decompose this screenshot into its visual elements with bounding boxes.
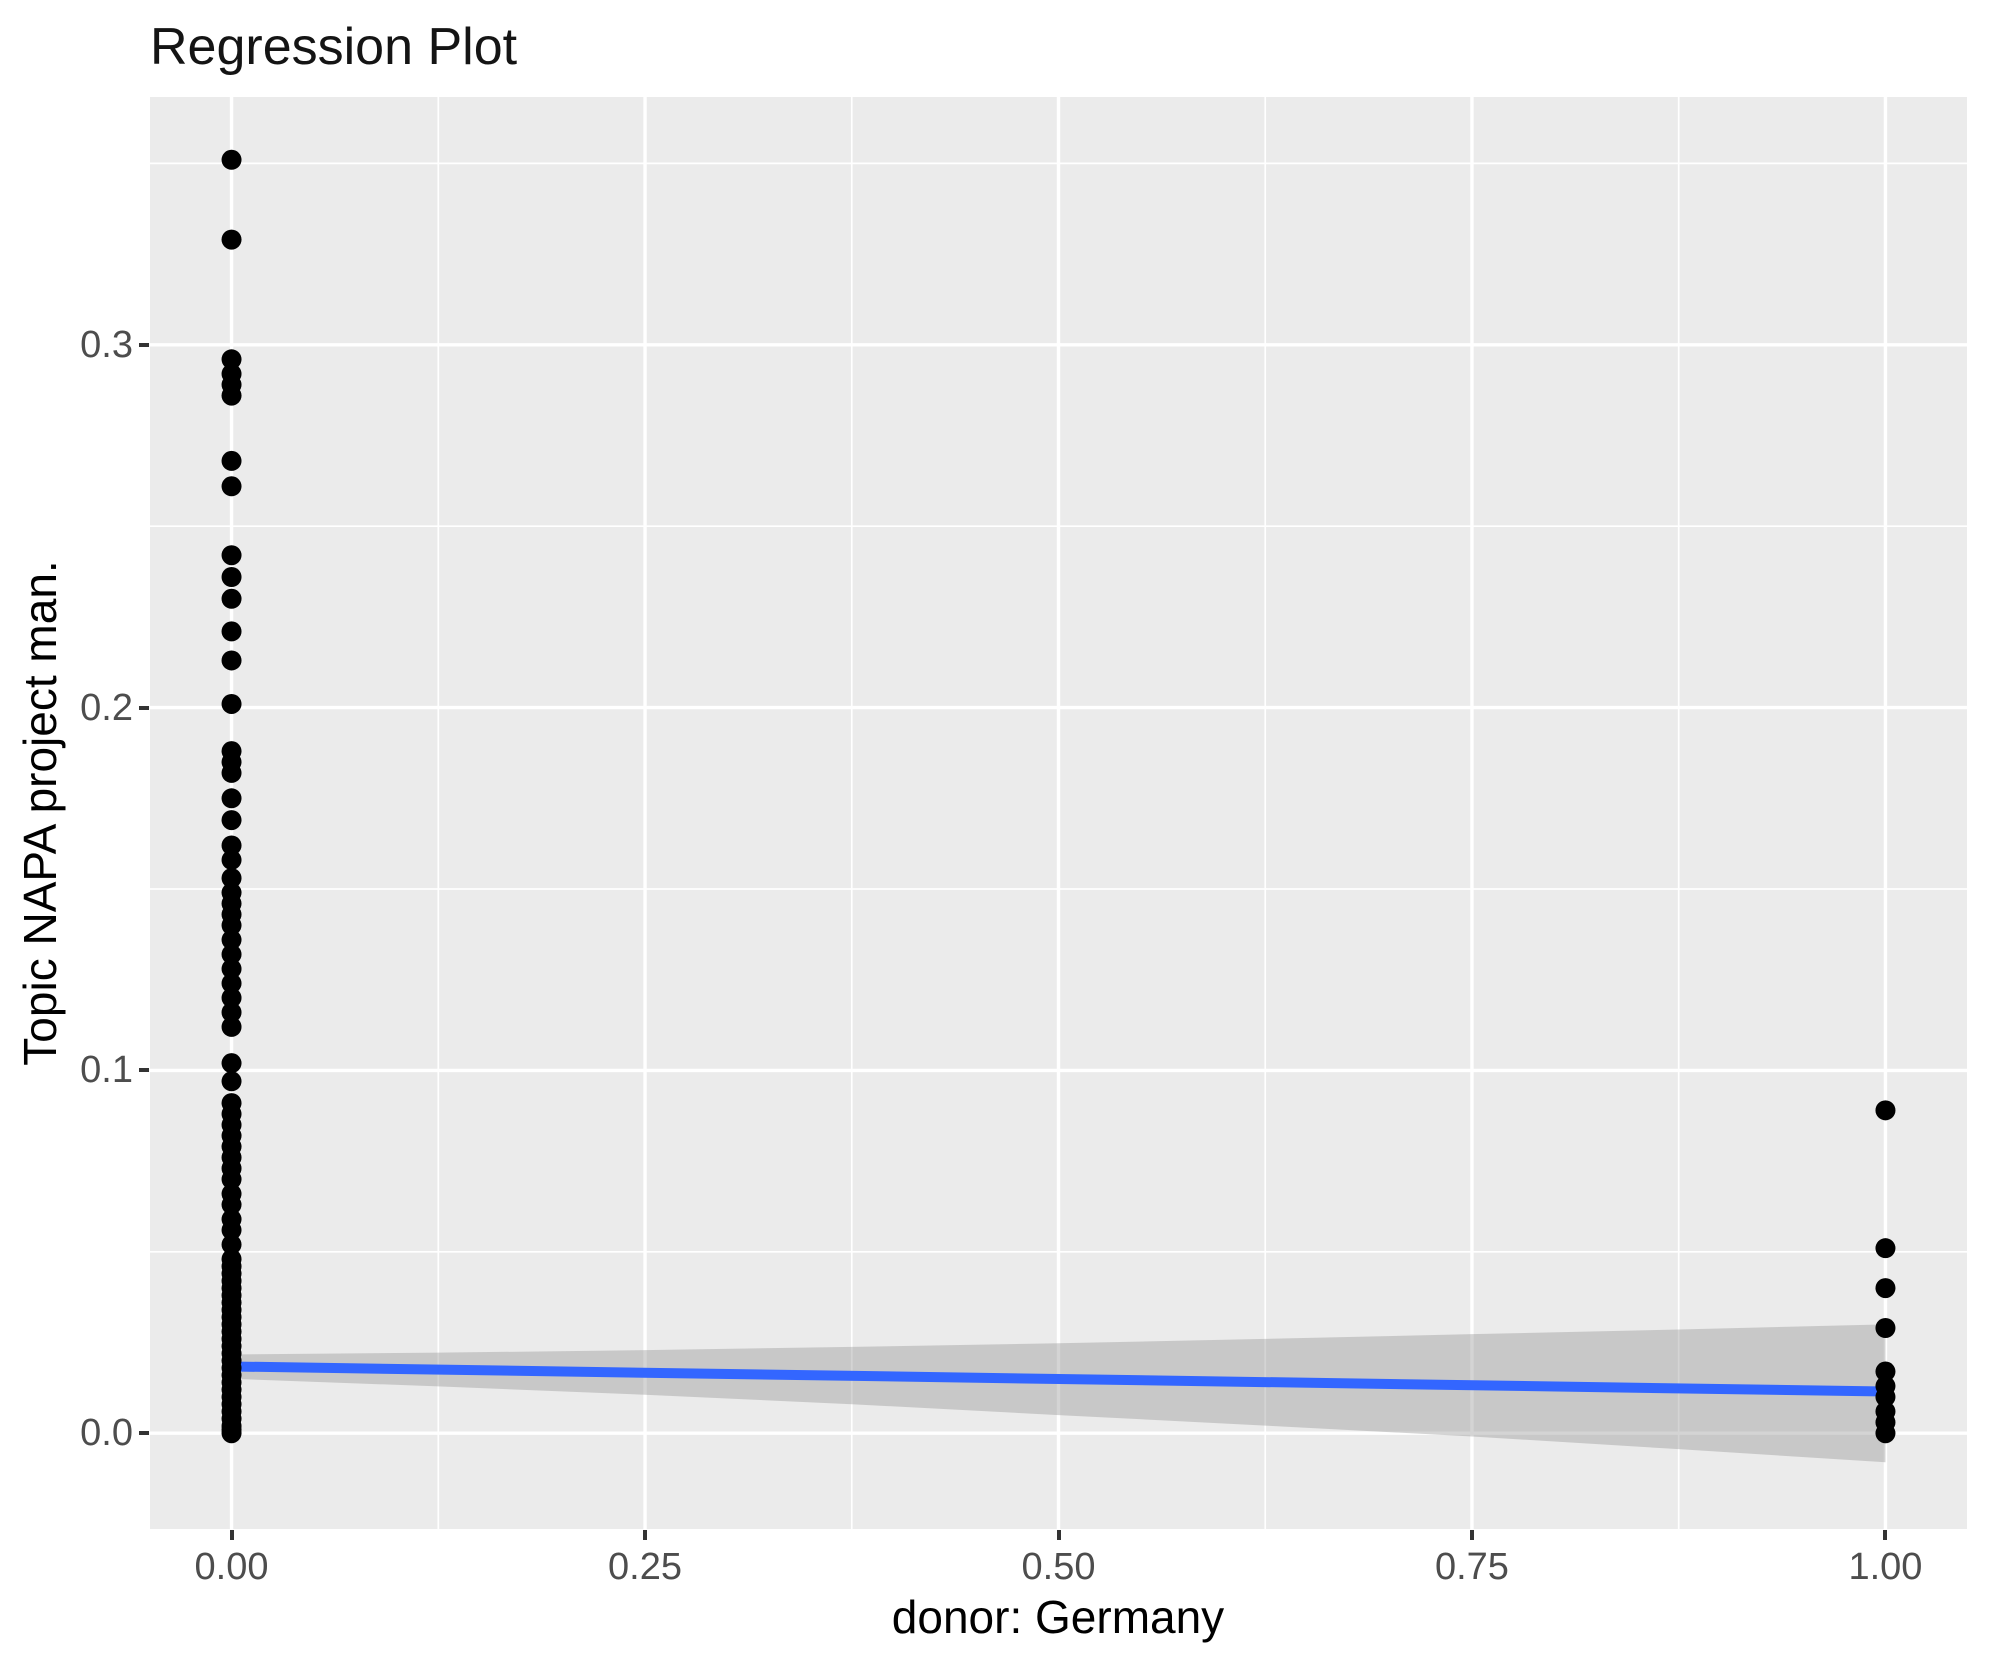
y-tick-label: 0.2 [80,686,133,729]
x-tick-mark [1056,1530,1061,1540]
y-tick-mark [139,342,149,347]
scatter-point [221,450,242,471]
scatter-point [221,944,242,965]
scatter-point [221,349,242,370]
x-tick-label: 0.75 [1434,1546,1509,1588]
scatter-point [221,566,242,587]
scatter-point [221,1169,242,1190]
scatter-plot-canvas [150,97,1967,1529]
scatter-point [221,1071,242,1092]
scatter-point [1875,1238,1896,1259]
scatter-point [221,958,242,979]
x-tick-mark [1469,1530,1474,1540]
y-tick-mark [139,705,149,710]
regression-line [231,1361,1886,1397]
scatter-point [1875,1100,1896,1121]
x-tick-label: 0.00 [194,1546,269,1588]
scatter-point [221,545,242,566]
scatter-point [221,693,242,714]
scatter-point [221,476,242,497]
scatter-point [221,929,242,950]
scatter-point [221,1002,242,1023]
scatter-point [221,973,242,994]
x-axis-title: donor: Germany [891,1591,1225,1643]
x-tick-label: 0.50 [1021,1546,1096,1588]
scatter-point [221,835,242,856]
scatter-point [221,588,242,609]
scatter-point [221,762,242,783]
scatter-point [221,1220,242,1241]
scatter-point [1875,1423,1896,1444]
scatter-point [221,1194,242,1215]
scatter-point [221,1016,242,1037]
scatter-point [1875,1318,1896,1339]
scatter-point [221,868,242,889]
scatter-point [221,229,242,250]
x-tick-label: 1.00 [1848,1546,1923,1588]
y-tick-label: 0.3 [80,323,133,366]
y-axis-title: Topic NAPA project man. [14,560,66,1066]
scatter-point [221,650,242,671]
plot-panel [150,97,1967,1529]
scatter-point [221,915,242,936]
scatter-point [221,788,242,809]
plot-title: Regression Plot [150,18,518,76]
scatter-point [221,1234,242,1255]
y-tick-mark [139,1068,149,1073]
scatter-point [221,1423,242,1444]
y-tick-label: 0.0 [80,1412,133,1455]
scatter-point [1875,1361,1896,1382]
scatter-point [221,149,242,170]
scatter-point [221,849,242,870]
scatter-point [221,1053,242,1074]
scatter-point [1875,1386,1896,1407]
x-tick-label: 0.25 [608,1546,682,1588]
confidence-band [231,1324,1886,1463]
y-tick-mark [139,1431,149,1436]
scatter-point [221,810,242,831]
x-tick-mark [229,1530,234,1540]
x-tick-mark [643,1530,648,1540]
scatter-point [1875,1278,1896,1299]
scatter-point [221,621,242,642]
scatter-point [221,385,242,406]
scatter-point [221,987,242,1008]
x-tick-mark [1883,1530,1888,1540]
y-tick-label: 0.1 [80,1049,133,1092]
